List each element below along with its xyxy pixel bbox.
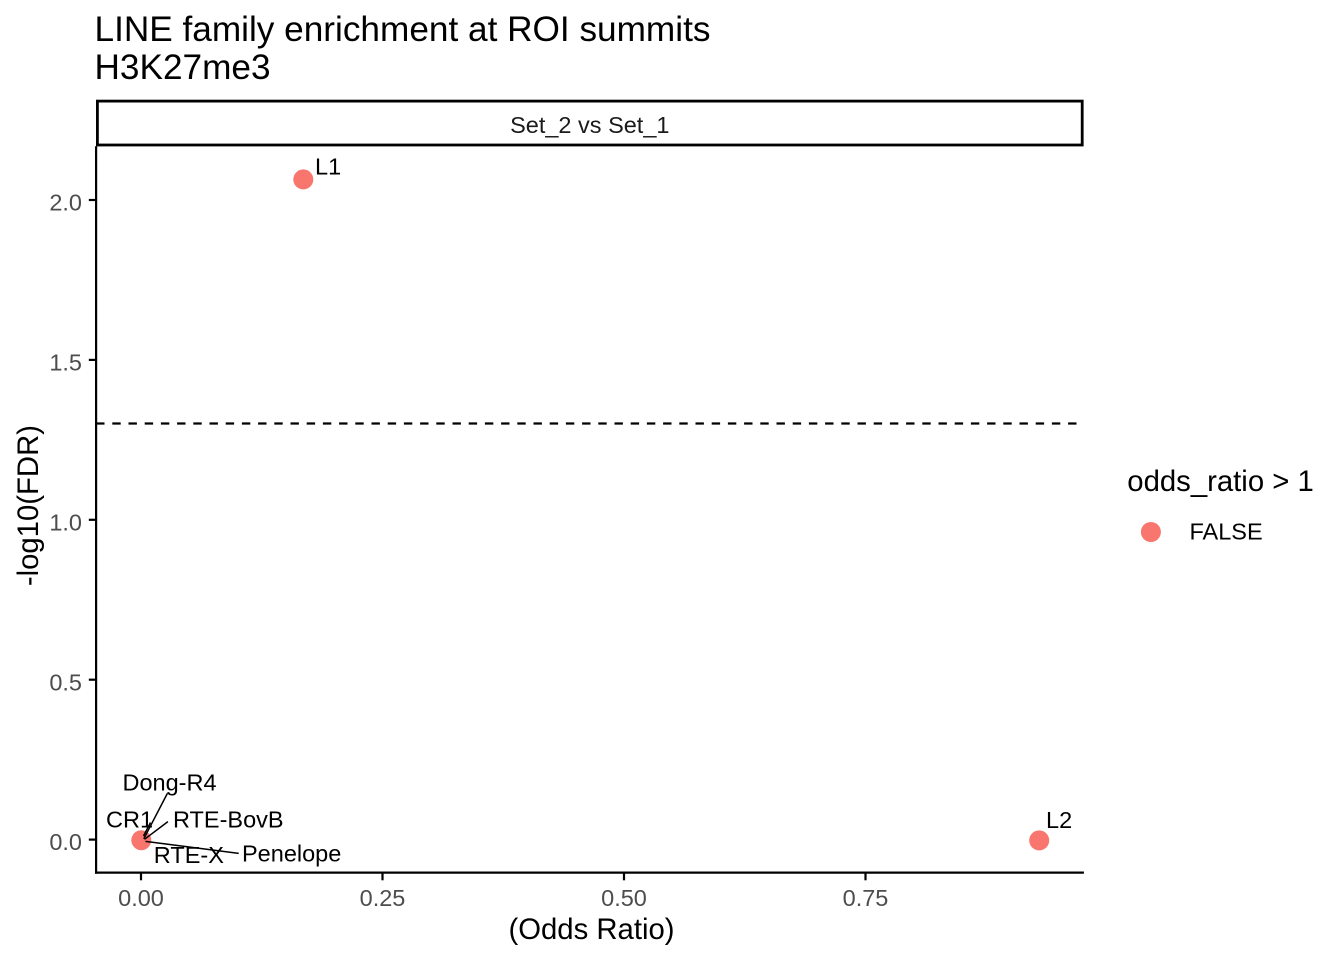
- svg-text:RTE-X: RTE-X: [154, 842, 224, 868]
- svg-text:Penelope: Penelope: [242, 841, 341, 867]
- svg-text:LINE family enrichment at ROI: LINE family enrichment at ROI summits: [95, 10, 711, 49]
- svg-text:odds_ratio > 1: odds_ratio > 1: [1127, 465, 1314, 498]
- svg-text:0.0: 0.0: [49, 829, 82, 855]
- svg-text:0.00: 0.00: [118, 885, 164, 911]
- svg-text:2.0: 2.0: [49, 190, 82, 216]
- svg-text:(Odds Ratio): (Odds Ratio): [508, 913, 674, 946]
- svg-text:0.50: 0.50: [601, 885, 647, 911]
- svg-text:RTE-BovB: RTE-BovB: [173, 806, 284, 832]
- svg-text:0.25: 0.25: [360, 885, 406, 911]
- svg-text:Set_2 vs Set_1: Set_2 vs Set_1: [510, 112, 669, 138]
- svg-text:FALSE: FALSE: [1190, 519, 1263, 545]
- svg-text:-log10(FDR): -log10(FDR): [12, 425, 45, 586]
- svg-text:1.5: 1.5: [49, 350, 82, 376]
- svg-text:CR1: CR1: [106, 806, 153, 832]
- svg-text:Dong-R4: Dong-R4: [123, 770, 217, 796]
- svg-text:1.0: 1.0: [49, 509, 82, 535]
- svg-text:L2: L2: [1046, 807, 1072, 833]
- svg-text:0.5: 0.5: [49, 669, 82, 695]
- svg-text:0.75: 0.75: [843, 885, 889, 911]
- svg-text:L1: L1: [315, 154, 341, 180]
- svg-text:H3K27me3: H3K27me3: [95, 48, 271, 87]
